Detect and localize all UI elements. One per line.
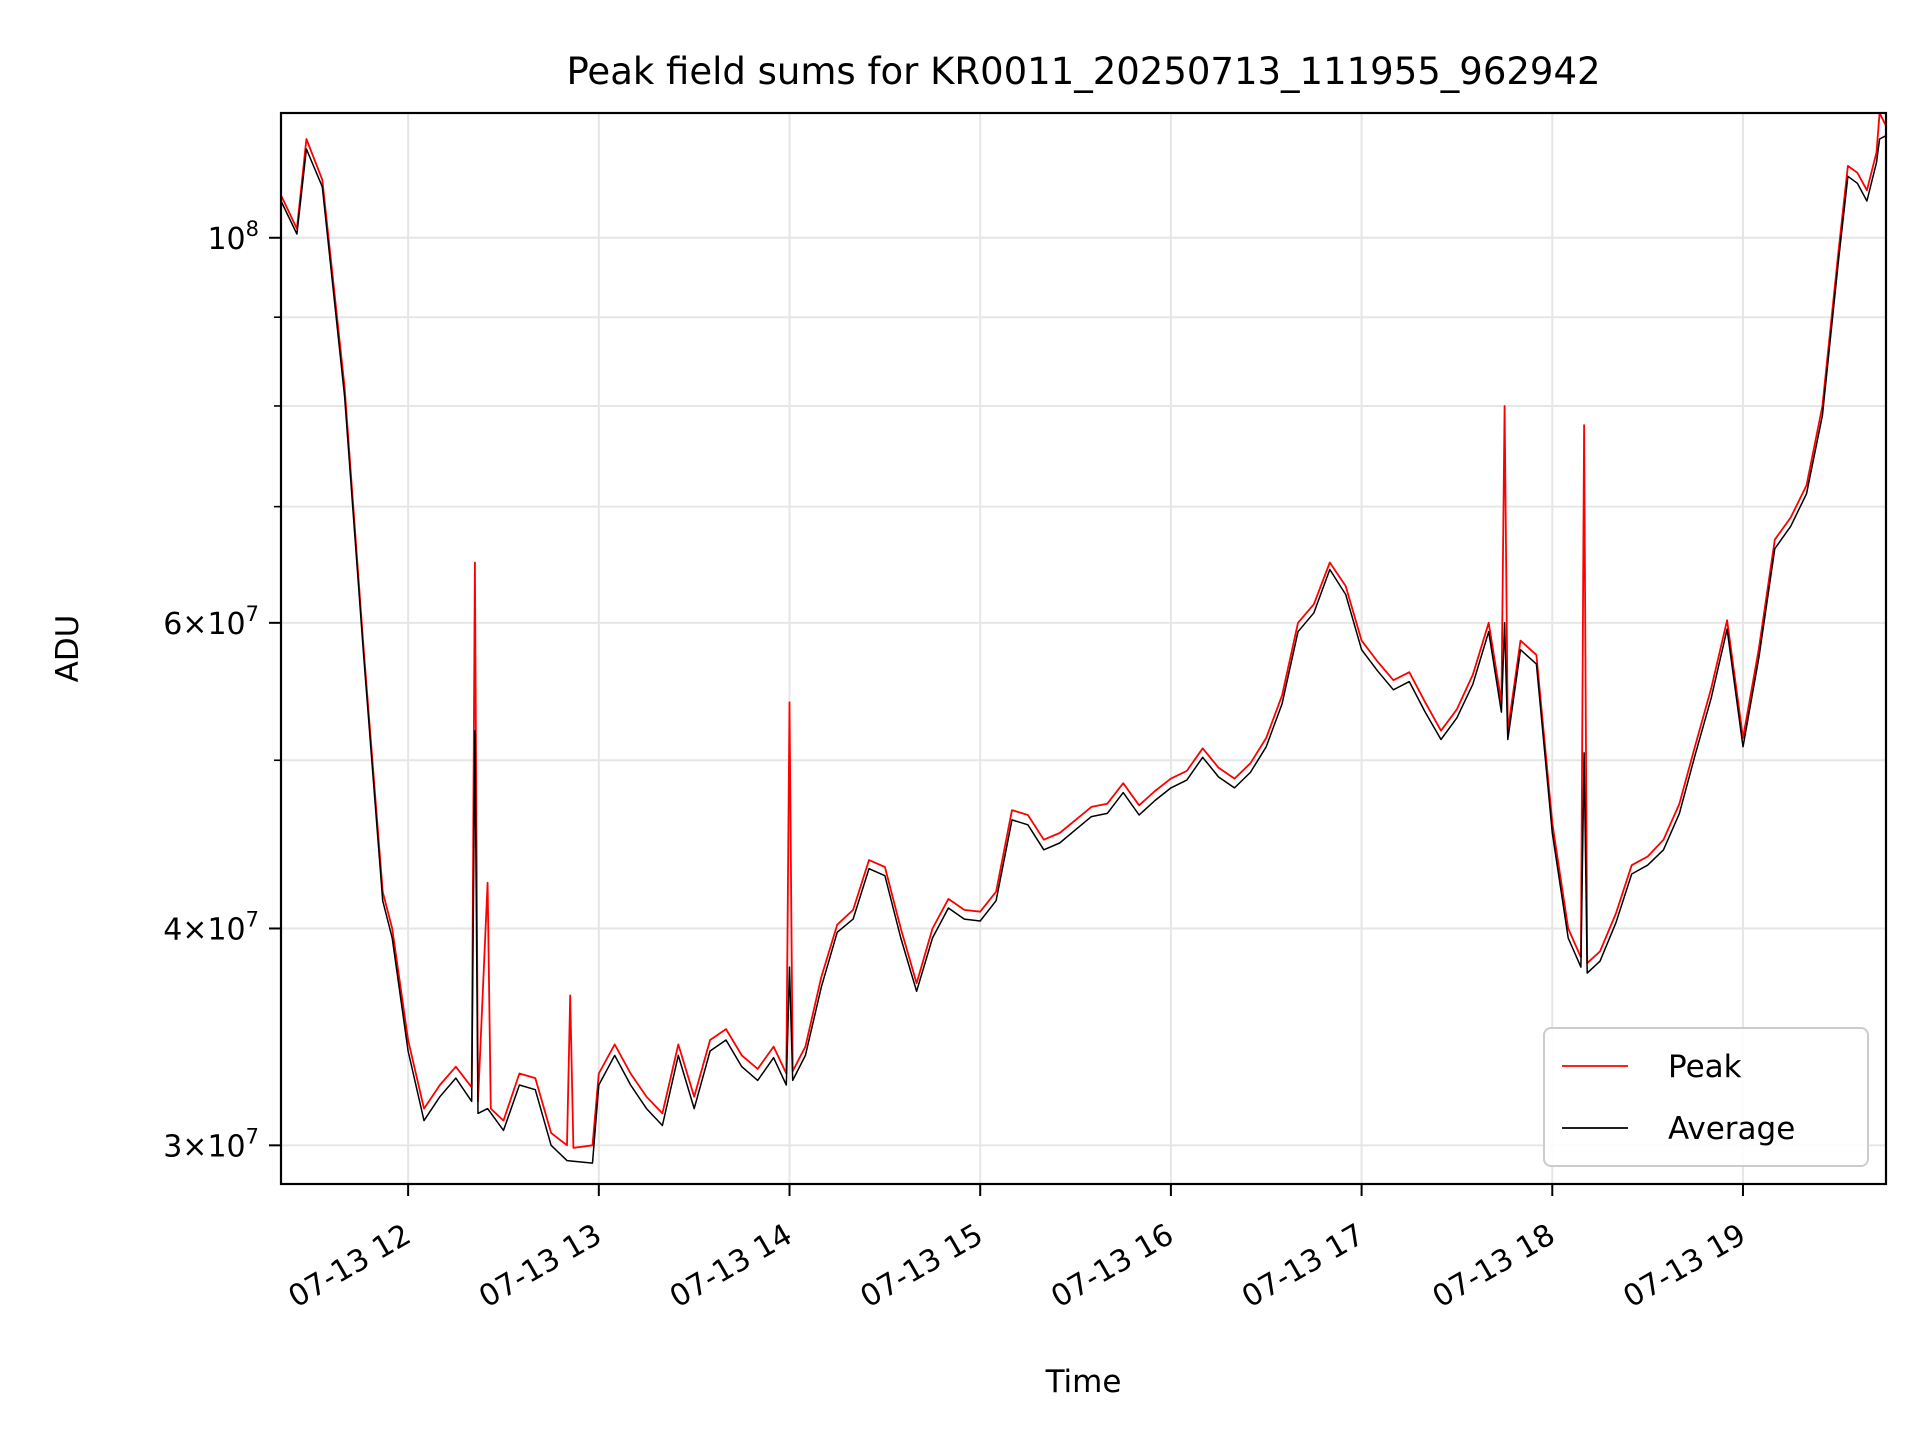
series-layer	[281, 113, 1886, 1164]
chart-title: Peak field sums for KR0011_20250713_1119…	[566, 50, 1600, 93]
legend-box	[1543, 1027, 1869, 1167]
x-axis-title: Time	[1045, 1364, 1122, 1400]
y-tick-label: 108	[207, 217, 259, 257]
y-tick-label: 6×107	[163, 602, 259, 642]
y-tick-label: 3×107	[163, 1124, 259, 1164]
legend-label-peak: Peak	[1668, 1049, 1742, 1085]
y-tick-label: 4×107	[163, 907, 259, 947]
grid-layer	[281, 113, 1886, 1184]
series-line-peak	[281, 113, 1886, 1149]
plot-frame	[279, 111, 1888, 1186]
legend-label-average: Average	[1668, 1111, 1795, 1147]
series-line-average	[281, 135, 1886, 1164]
y-axis-title: ADU	[50, 615, 86, 683]
legend: Peak Average	[1543, 1027, 1869, 1167]
